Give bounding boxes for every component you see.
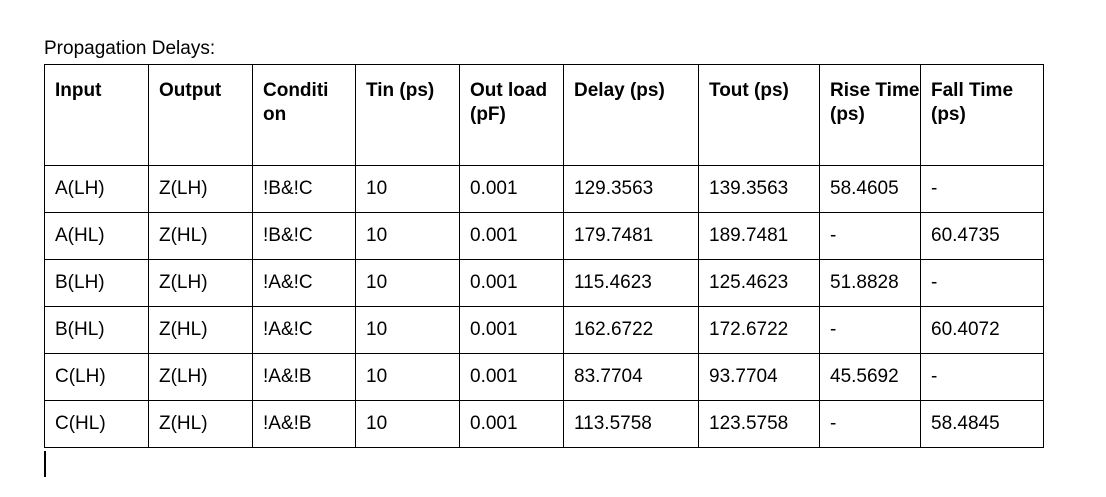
- cell-fall-time: -: [920, 353, 1044, 401]
- cell-rise-time: -: [819, 212, 921, 260]
- header-rise-time: Rise Time (ps): [819, 64, 921, 166]
- cell-condition: !A&!B: [252, 400, 356, 448]
- cell-fall-time: 58.4845: [920, 400, 1044, 448]
- cell-tout: 139.3563: [698, 165, 820, 213]
- header-output: Output: [148, 64, 253, 166]
- cell-fall-time: -: [920, 165, 1044, 213]
- cell-delay: 179.7481: [563, 212, 699, 260]
- cell-tout: 172.6722: [698, 306, 820, 354]
- cell-fall-time: -: [920, 259, 1044, 307]
- cell-delay: 129.3563: [563, 165, 699, 213]
- table-row: A(HL) Z(HL) !B&!C 10 0.001 179.7481 189.…: [44, 212, 1044, 260]
- cell-tin: 10: [355, 400, 460, 448]
- cell-output: Z(LH): [148, 165, 253, 213]
- cell-input: A(HL): [44, 212, 149, 260]
- cell-input: B(HL): [44, 306, 149, 354]
- cell-output: Z(HL): [148, 212, 253, 260]
- cell-rise-time: 58.4605: [819, 165, 921, 213]
- cell-output: Z(HL): [148, 306, 253, 354]
- cell-tout: 189.7481: [698, 212, 820, 260]
- cell-out-load: 0.001: [459, 212, 564, 260]
- header-tout: Tout (ps): [698, 64, 820, 166]
- cell-tout: 93.7704: [698, 353, 820, 401]
- cell-condition: !A&!C: [252, 306, 356, 354]
- cell-rise-time: -: [819, 306, 921, 354]
- header-fall-time: Fall Time (ps): [920, 64, 1044, 166]
- header-input: Input: [44, 64, 149, 166]
- header-tin: Tin (ps): [355, 64, 460, 166]
- table-row: C(HL) Z(HL) !A&!B 10 0.001 113.5758 123.…: [44, 400, 1044, 448]
- header-delay: Delay (ps): [563, 64, 699, 166]
- table-header-row: Input Output Conditi on Tin (ps) Out loa…: [44, 64, 1044, 166]
- header-condition: Conditi on: [252, 64, 356, 166]
- cell-condition: !A&!C: [252, 259, 356, 307]
- cell-tout: 125.4623: [698, 259, 820, 307]
- cell-input: B(LH): [44, 259, 149, 307]
- cell-out-load: 0.001: [459, 306, 564, 354]
- propagation-delays-table: Input Output Conditi on Tin (ps) Out loa…: [44, 64, 1044, 448]
- cell-tin: 10: [355, 259, 460, 307]
- header-out-load: Out load (pF): [459, 64, 564, 166]
- cell-out-load: 0.001: [459, 165, 564, 213]
- table-row: B(HL) Z(HL) !A&!C 10 0.001 162.6722 172.…: [44, 306, 1044, 354]
- cell-tin: 10: [355, 306, 460, 354]
- cell-input: C(HL): [44, 400, 149, 448]
- cell-tin: 10: [355, 353, 460, 401]
- cell-fall-time: 60.4072: [920, 306, 1044, 354]
- cell-condition: !B&!C: [252, 212, 356, 260]
- cell-out-load: 0.001: [459, 353, 564, 401]
- cell-rise-time: -: [819, 400, 921, 448]
- cell-tout: 123.5758: [698, 400, 820, 448]
- cell-condition: !B&!C: [252, 165, 356, 213]
- cell-tin: 10: [355, 165, 460, 213]
- cell-input: A(LH): [44, 165, 149, 213]
- text-cursor: [44, 451, 46, 477]
- table-row: A(LH) Z(LH) !B&!C 10 0.001 129.3563 139.…: [44, 165, 1044, 213]
- cell-fall-time: 60.4735: [920, 212, 1044, 260]
- cell-delay: 162.6722: [563, 306, 699, 354]
- cell-output: Z(LH): [148, 259, 253, 307]
- cell-out-load: 0.001: [459, 400, 564, 448]
- cell-delay: 83.7704: [563, 353, 699, 401]
- cell-condition: !A&!B: [252, 353, 356, 401]
- cell-input: C(LH): [44, 353, 149, 401]
- cell-delay: 115.4623: [563, 259, 699, 307]
- table-row: C(LH) Z(LH) !A&!B 10 0.001 83.7704 93.77…: [44, 353, 1044, 401]
- cell-rise-time: 45.5692: [819, 353, 921, 401]
- cell-rise-time: 51.8828: [819, 259, 921, 307]
- table-caption: Propagation Delays:: [44, 38, 216, 59]
- cell-out-load: 0.001: [459, 259, 564, 307]
- cell-tin: 10: [355, 212, 460, 260]
- cell-output: Z(LH): [148, 353, 253, 401]
- cell-output: Z(HL): [148, 400, 253, 448]
- table-row: B(LH) Z(LH) !A&!C 10 0.001 115.4623 125.…: [44, 259, 1044, 307]
- cell-delay: 113.5758: [563, 400, 699, 448]
